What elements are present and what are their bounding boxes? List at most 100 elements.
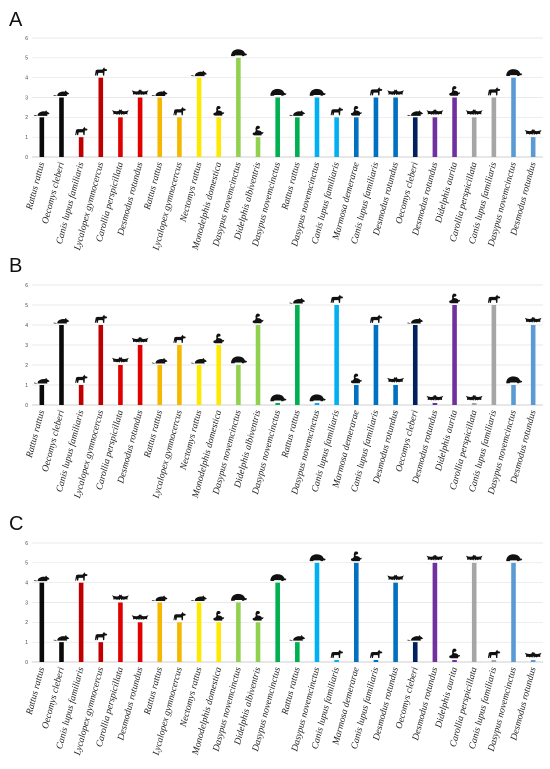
y-tick-label: 6 bbox=[25, 36, 28, 42]
bar bbox=[334, 660, 339, 662]
rat-icon bbox=[289, 635, 306, 641]
bar bbox=[39, 582, 45, 662]
dog-icon bbox=[487, 87, 501, 96]
bar bbox=[471, 403, 477, 405]
bat-icon bbox=[387, 89, 405, 96]
panel-letter: B bbox=[9, 255, 22, 277]
y-tick-label: 0 bbox=[25, 660, 28, 666]
x-tick-label: Rattus rattus bbox=[143, 666, 166, 717]
rat-icon bbox=[191, 70, 207, 77]
dog-icon bbox=[330, 106, 344, 116]
bar bbox=[373, 97, 379, 157]
rat-icon bbox=[53, 90, 70, 96]
bar bbox=[432, 403, 438, 405]
y-tick-label: 2 bbox=[25, 620, 28, 626]
bar bbox=[314, 403, 320, 405]
dog-icon bbox=[94, 67, 108, 76]
bat-icon bbox=[465, 394, 483, 401]
bat-icon bbox=[524, 651, 542, 658]
opossum-icon bbox=[350, 551, 362, 562]
bar bbox=[295, 305, 300, 405]
bar bbox=[295, 642, 300, 662]
bar bbox=[412, 117, 418, 157]
bar bbox=[412, 325, 418, 405]
bar bbox=[196, 77, 202, 157]
x-tick-label: Rattus rattus bbox=[143, 161, 166, 212]
dog-icon bbox=[369, 314, 383, 323]
bat-icon bbox=[465, 109, 483, 116]
panel-letter: C bbox=[9, 513, 23, 535]
dog-icon bbox=[75, 374, 88, 383]
bat-icon bbox=[524, 129, 542, 135]
y-tick-label: 6 bbox=[25, 541, 28, 547]
opossum-icon bbox=[449, 86, 461, 96]
y-tick-label: 1 bbox=[25, 135, 28, 141]
dog-icon bbox=[369, 87, 383, 96]
bar bbox=[511, 77, 516, 157]
bar bbox=[530, 137, 536, 157]
armadillo-icon bbox=[231, 356, 248, 364]
bar bbox=[471, 562, 477, 662]
bat-icon bbox=[131, 614, 149, 621]
rat-icon bbox=[289, 110, 306, 116]
opossum-icon bbox=[449, 293, 461, 304]
bar bbox=[216, 622, 222, 662]
opossum-icon bbox=[252, 125, 264, 136]
rat-icon bbox=[289, 297, 306, 304]
y-tick-label: 3 bbox=[25, 600, 28, 606]
bar bbox=[59, 325, 64, 405]
bar bbox=[393, 582, 398, 662]
bar bbox=[177, 622, 182, 662]
bar bbox=[39, 117, 45, 157]
bar bbox=[98, 325, 104, 405]
opossum-icon bbox=[350, 373, 362, 384]
y-tick-label: 4 bbox=[25, 75, 28, 81]
opossum-icon bbox=[213, 333, 225, 344]
bar bbox=[452, 97, 457, 157]
rat-icon bbox=[53, 635, 70, 641]
bar bbox=[137, 622, 143, 662]
armadillo-icon bbox=[270, 394, 287, 402]
bar bbox=[334, 117, 339, 157]
bar bbox=[118, 602, 123, 662]
bar bbox=[196, 365, 202, 405]
bar bbox=[78, 582, 84, 662]
dog-icon bbox=[173, 334, 186, 343]
armadillo-icon bbox=[309, 554, 326, 562]
bar bbox=[373, 325, 379, 405]
y-tick-label: 4 bbox=[25, 580, 28, 586]
bat-icon bbox=[524, 316, 542, 323]
dog-icon bbox=[75, 572, 88, 581]
opossum-icon bbox=[213, 105, 225, 116]
bar bbox=[39, 385, 45, 405]
bar bbox=[137, 97, 143, 157]
bar bbox=[98, 642, 104, 662]
opossum-icon bbox=[350, 105, 362, 116]
bar bbox=[59, 97, 64, 157]
bar bbox=[432, 562, 438, 662]
bar bbox=[511, 562, 516, 662]
bar bbox=[157, 97, 163, 157]
armadillo-icon bbox=[309, 88, 326, 96]
bar bbox=[353, 117, 359, 157]
rat-icon bbox=[151, 90, 168, 96]
y-tick-label: 5 bbox=[25, 303, 28, 309]
y-tick-label: 6 bbox=[25, 283, 28, 289]
bar bbox=[511, 385, 516, 405]
rat-icon bbox=[407, 110, 424, 116]
dog-icon bbox=[94, 631, 108, 641]
bar bbox=[373, 660, 379, 662]
dog-icon bbox=[75, 126, 88, 136]
opossum-icon bbox=[213, 610, 225, 621]
bar bbox=[275, 582, 280, 662]
dog-icon bbox=[173, 611, 186, 621]
x-tick-label: Rattus rattus bbox=[280, 666, 303, 717]
y-tick-label: 5 bbox=[25, 56, 28, 62]
bar bbox=[236, 57, 241, 158]
panel-letter: A bbox=[9, 9, 23, 31]
armadillo-icon bbox=[506, 376, 523, 384]
rat-icon bbox=[407, 635, 424, 641]
